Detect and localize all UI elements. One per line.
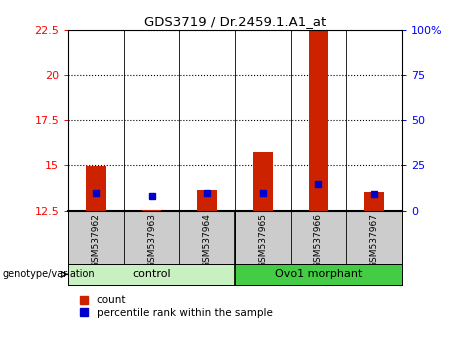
Text: GSM537964: GSM537964 bbox=[203, 213, 212, 268]
Text: GSM537967: GSM537967 bbox=[369, 213, 378, 268]
Text: GSM537965: GSM537965 bbox=[258, 213, 267, 268]
Text: control: control bbox=[132, 269, 171, 279]
Legend: count, percentile rank within the sample: count, percentile rank within the sample bbox=[80, 296, 273, 318]
Bar bbox=[142, 210, 161, 211]
Bar bbox=[86, 166, 106, 211]
Text: genotype/variation: genotype/variation bbox=[2, 269, 95, 279]
Text: GSM537962: GSM537962 bbox=[92, 213, 101, 268]
Text: Ovo1 morphant: Ovo1 morphant bbox=[275, 269, 362, 279]
Bar bbox=[309, 30, 328, 211]
Text: GSM537963: GSM537963 bbox=[147, 213, 156, 268]
Title: GDS3719 / Dr.2459.1.A1_at: GDS3719 / Dr.2459.1.A1_at bbox=[144, 15, 326, 28]
Bar bbox=[253, 152, 273, 211]
Bar bbox=[197, 190, 217, 211]
Bar bbox=[364, 192, 384, 211]
Text: GSM537966: GSM537966 bbox=[314, 213, 323, 268]
